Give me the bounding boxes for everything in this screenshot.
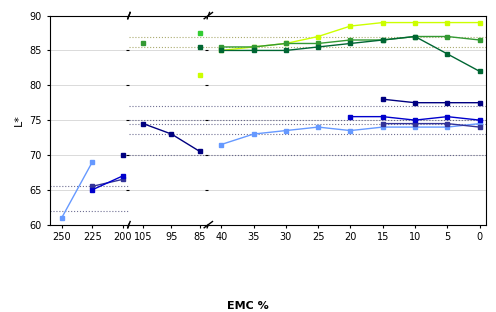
Y-axis label: L*: L* [14,114,24,126]
Text: EMC %: EMC % [227,301,269,311]
